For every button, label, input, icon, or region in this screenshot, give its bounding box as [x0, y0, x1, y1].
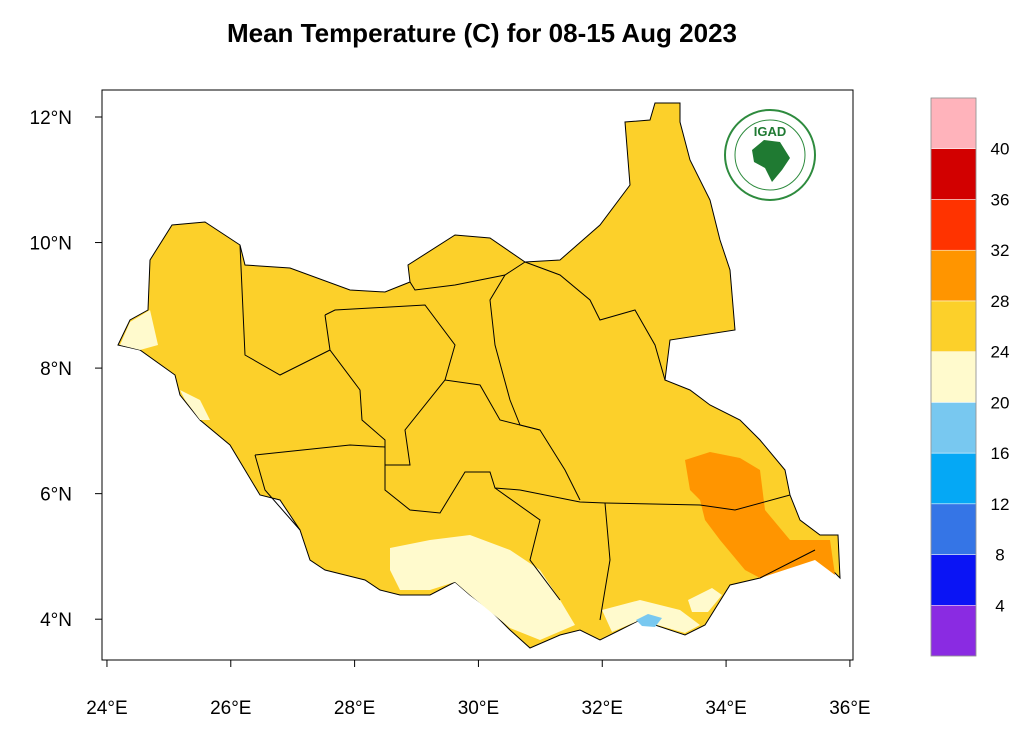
region-cool — [636, 614, 662, 627]
logo-text: IGAD — [754, 124, 787, 139]
colorbar-label: 16 — [991, 444, 1010, 463]
colorbar-label: 4 — [995, 596, 1004, 615]
y-tick-label: 8°N — [40, 359, 72, 380]
y-tick-label: 6°N — [40, 485, 72, 506]
region-warm — [685, 452, 835, 578]
x-tick-label: 24°E — [86, 698, 127, 719]
colorbar-frame — [930, 97, 977, 657]
x-tick-label: 34°E — [705, 698, 746, 719]
colorbar-box — [930, 249, 977, 302]
colorbar-label: 36 — [991, 190, 1010, 209]
colorbar-label: 40 — [991, 140, 1010, 159]
x-tick-label: 30°E — [458, 698, 499, 719]
x-tick-label: 26°E — [210, 698, 251, 719]
title: Mean Temperature (C) for 08-15 Aug 2023 — [227, 18, 737, 48]
colorbar-box — [930, 452, 977, 505]
admin-borders — [239, 244, 816, 621]
x-tick-label: 28°E — [334, 698, 375, 719]
colorbar-box — [930, 351, 977, 403]
colorbar-label: 20 — [991, 393, 1010, 412]
region-light — [688, 588, 722, 612]
colorbar-box — [930, 554, 977, 606]
colorbar-label: 12 — [991, 495, 1010, 514]
region-light — [390, 535, 575, 640]
logo: IGAD — [724, 109, 816, 201]
logo-africa — [752, 140, 790, 182]
y-tick-label: 4°N — [40, 610, 72, 631]
y-tick-label: 10°N — [30, 234, 72, 255]
colorbar-box — [930, 148, 977, 200]
colorbar-box — [930, 503, 977, 555]
colorbar-box — [930, 605, 977, 657]
colorbar-box — [930, 300, 977, 352]
map-area: IGAD — [101, 89, 854, 661]
region-light — [120, 310, 158, 350]
colorbar-box — [930, 199, 977, 251]
x-tick-label: 32°E — [582, 698, 623, 719]
colorbar-label: 24 — [991, 343, 1010, 362]
colorbar-label: 8 — [995, 546, 1004, 565]
colorbar-box — [930, 402, 977, 454]
region-light — [180, 390, 210, 420]
y-tick-label: 12°N — [30, 108, 72, 129]
colorbar-label: 32 — [991, 241, 1010, 260]
colorbar-box — [930, 97, 977, 149]
colorbar-label: 28 — [991, 292, 1010, 311]
x-tick-label: 36°E — [829, 698, 870, 719]
